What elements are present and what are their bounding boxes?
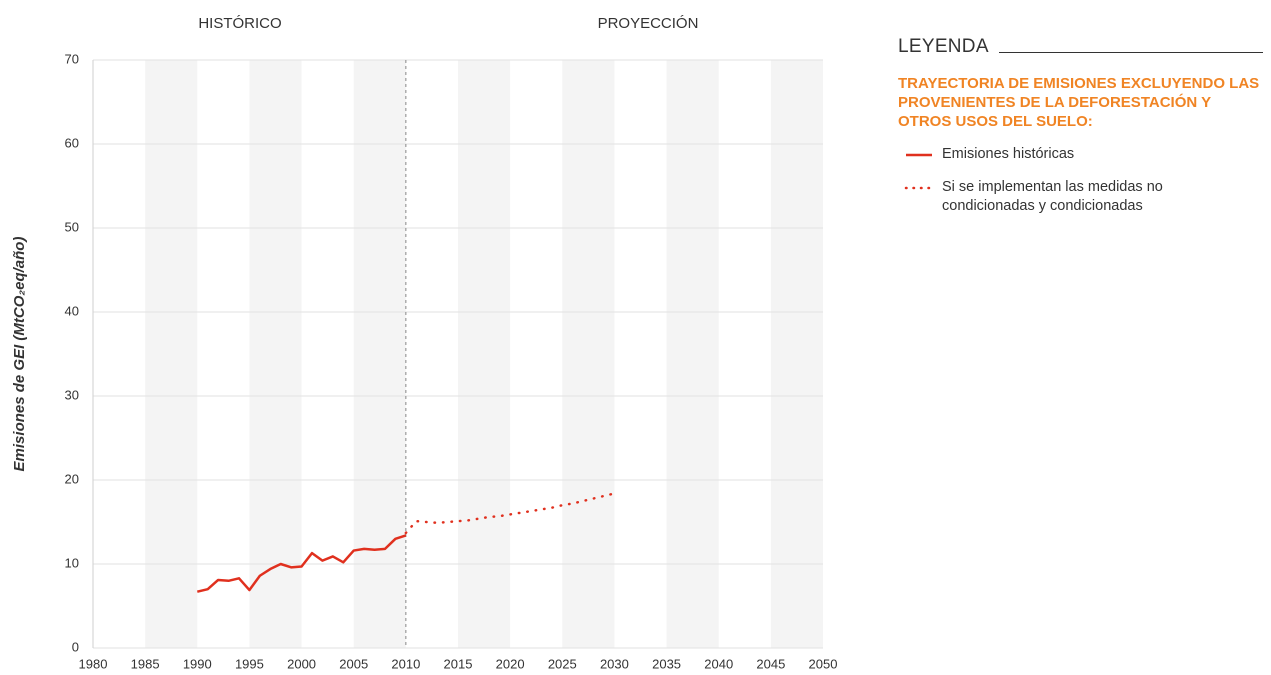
band <box>562 60 615 648</box>
x-tick-label: 2005 <box>339 656 368 671</box>
legend: LEYENDA TRAYECTORIA DE EMISIONES EXCLUYE… <box>898 36 1263 216</box>
legend-subtitle: TRAYECTORIA DE EMISIONES EXCLUYENDO LAS … <box>898 75 1260 130</box>
band <box>249 60 302 648</box>
rule <box>998 51 1263 53</box>
band <box>458 60 511 648</box>
legend-swatch <box>906 153 932 157</box>
x-tick-label: 2030 <box>600 656 629 671</box>
legend-label: Emisiones históricas <box>942 146 1075 162</box>
x-tick-label: 2045 <box>756 656 785 671</box>
legend-item: Emisiones históricas <box>898 145 1263 164</box>
y-tick-label: 10 <box>65 555 79 570</box>
band <box>353 60 406 648</box>
y-tick-label: 60 <box>65 135 79 150</box>
legend-title: LEYENDA <box>898 36 989 57</box>
legend-label: Si se implementan las medidas no condici… <box>942 179 1163 214</box>
legend-header: LEYENDA <box>898 36 1263 58</box>
annotation: HISTÓRICO <box>198 15 281 32</box>
x-tick-label: 1985 <box>131 656 160 671</box>
x-tick-label: 2040 <box>704 656 733 671</box>
legend-item: Si se implementan las medidas no condici… <box>898 178 1263 216</box>
x-tick-label: 2020 <box>496 656 525 671</box>
band <box>770 60 823 648</box>
x-tick-label: 2050 <box>809 656 838 671</box>
y-tick-label: 30 <box>65 387 79 402</box>
series-line <box>196 534 407 593</box>
x-tick-label: 2000 <box>287 656 316 671</box>
legend-items: Emisiones históricas Si se implementan la… <box>898 145 1263 216</box>
x-tick-label: 2035 <box>652 656 681 671</box>
x-tick-label: 2015 <box>444 656 473 671</box>
y-tick-label: 40 <box>65 303 79 318</box>
y-tick-label: 20 <box>65 471 79 486</box>
y-tick-label: 0 <box>72 639 79 654</box>
x-tick-label: 1980 <box>79 656 108 671</box>
x-tick-label: 2025 <box>548 656 577 671</box>
y-axis-label: Emisiones de GEI (MtCO₂eq/año) <box>11 237 28 472</box>
y-tick-label: 50 <box>65 219 79 234</box>
chart: HISTÓRICO PROYECCIÓN Emisiones de GEI (M… <box>11 15 838 671</box>
legend-swatch <box>904 186 934 190</box>
x-tick-label: 1995 <box>235 656 264 671</box>
x-tick-label: 1990 <box>183 656 212 671</box>
band <box>145 60 198 648</box>
annotation: PROYECCIÓN <box>598 15 699 32</box>
y-tick-label: 70 <box>65 51 79 66</box>
x-tick-label: 2010 <box>391 656 420 671</box>
band <box>666 60 719 648</box>
series-line <box>404 492 616 535</box>
